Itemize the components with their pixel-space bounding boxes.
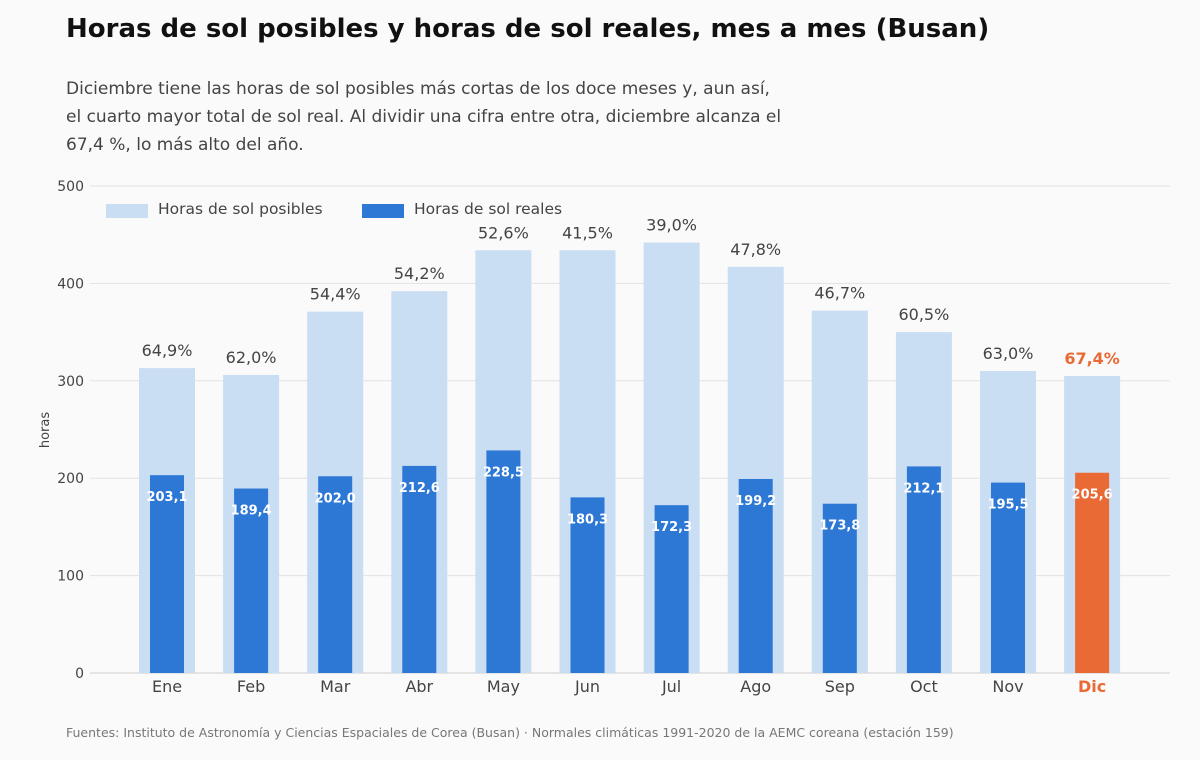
data-label-actual: 228,5 xyxy=(483,465,524,480)
data-label-actual: 212,6 xyxy=(399,481,440,496)
legend-label-actual: Horas de sol reales xyxy=(414,200,563,218)
ratio-label: 52,6% xyxy=(478,223,529,242)
x-tick-label: Mar xyxy=(320,677,351,696)
data-label-actual: 212,1 xyxy=(903,481,944,496)
ratio-label: 39,0% xyxy=(646,215,697,234)
bar-actual-sep xyxy=(822,503,857,673)
x-tick-label: Oct xyxy=(910,677,938,696)
chart-title: Horas de sol posibles y horas de sol rea… xyxy=(66,14,990,44)
bar-actual-may xyxy=(486,450,521,673)
ratio-label: 54,2% xyxy=(394,264,445,283)
data-label-actual: 202,0 xyxy=(315,491,356,506)
x-tick-label: Feb xyxy=(237,677,265,696)
data-label-actual: 189,4 xyxy=(231,504,272,519)
ratio-label: 60,5% xyxy=(898,305,949,324)
bar-actual-abr xyxy=(402,465,437,673)
x-tick-label: Ene xyxy=(152,677,182,696)
chart-subtitle: Diciembre tiene las horas de sol posible… xyxy=(66,79,782,155)
y-tick-label: 100 xyxy=(57,569,84,585)
legend-label-possible: Horas de sol posibles xyxy=(158,200,323,218)
ratio-label: 46,7% xyxy=(814,284,865,303)
source-note: Fuentes: Instituto de Astronomía y Cienc… xyxy=(66,725,954,740)
ratio-label: 67,4% xyxy=(1064,349,1120,368)
x-axis-ticks: Ene Feb Mar Abr May Jun Jul Ago Sep Oct Nov Dic xyxy=(152,677,1106,696)
x-tick-label: Sep xyxy=(825,677,855,696)
x-tick-label: May xyxy=(487,677,520,696)
ratio-label: 54,4% xyxy=(310,285,361,304)
y-tick-label: 300 xyxy=(57,374,84,390)
x-tick-label: Jul xyxy=(661,677,681,696)
y-tick-label: 500 xyxy=(57,179,84,195)
data-label-actual: 180,3 xyxy=(567,512,608,527)
x-tick-label: Jun xyxy=(574,677,600,696)
legend-swatch-actual xyxy=(362,204,404,218)
ratio-label: 62,0% xyxy=(226,348,277,367)
data-label-actual: 172,3 xyxy=(651,520,692,535)
y-tick-label: 400 xyxy=(57,276,84,292)
data-label-actual: 203,1 xyxy=(146,490,187,505)
data-label-actual: 205,6 xyxy=(1072,488,1113,503)
bars: 203,1 64,9% 189,4 62,0% 202,0 54,4% 212,6 54,2%… xyxy=(139,215,1121,673)
bar-actual-jun xyxy=(570,497,605,673)
x-tick-label: Abr xyxy=(405,677,433,696)
legend-swatch-possible xyxy=(106,204,148,218)
ratio-label: 47,8% xyxy=(730,240,781,259)
bar-actual-mar xyxy=(318,476,353,673)
y-tick-label: 0 xyxy=(75,666,84,682)
ratio-label: 63,0% xyxy=(983,344,1034,363)
bar-actual-nov xyxy=(991,482,1025,673)
ratio-label: 64,9% xyxy=(142,341,193,360)
bar-actual-ago xyxy=(738,478,773,673)
y-axis-label: horas xyxy=(38,412,53,449)
x-tick-label: Dic xyxy=(1078,677,1106,696)
y-tick-label: 200 xyxy=(57,471,84,487)
x-tick-label: Nov xyxy=(992,677,1023,696)
data-label-actual: 173,8 xyxy=(819,519,860,534)
bar-actual-ene xyxy=(150,475,184,673)
bar-actual-oct xyxy=(906,466,941,673)
bar-actual-dic xyxy=(1075,472,1110,673)
y-axis-ticks: 0 100 200 300 400 500 xyxy=(57,179,84,682)
bar-actual-jul xyxy=(654,505,689,673)
data-label-actual: 199,2 xyxy=(735,494,776,509)
data-label-actual: 195,5 xyxy=(987,498,1028,513)
ratio-label: 41,5% xyxy=(562,223,613,242)
bar-actual-feb xyxy=(234,488,269,673)
x-tick-label: Ago xyxy=(740,677,771,696)
